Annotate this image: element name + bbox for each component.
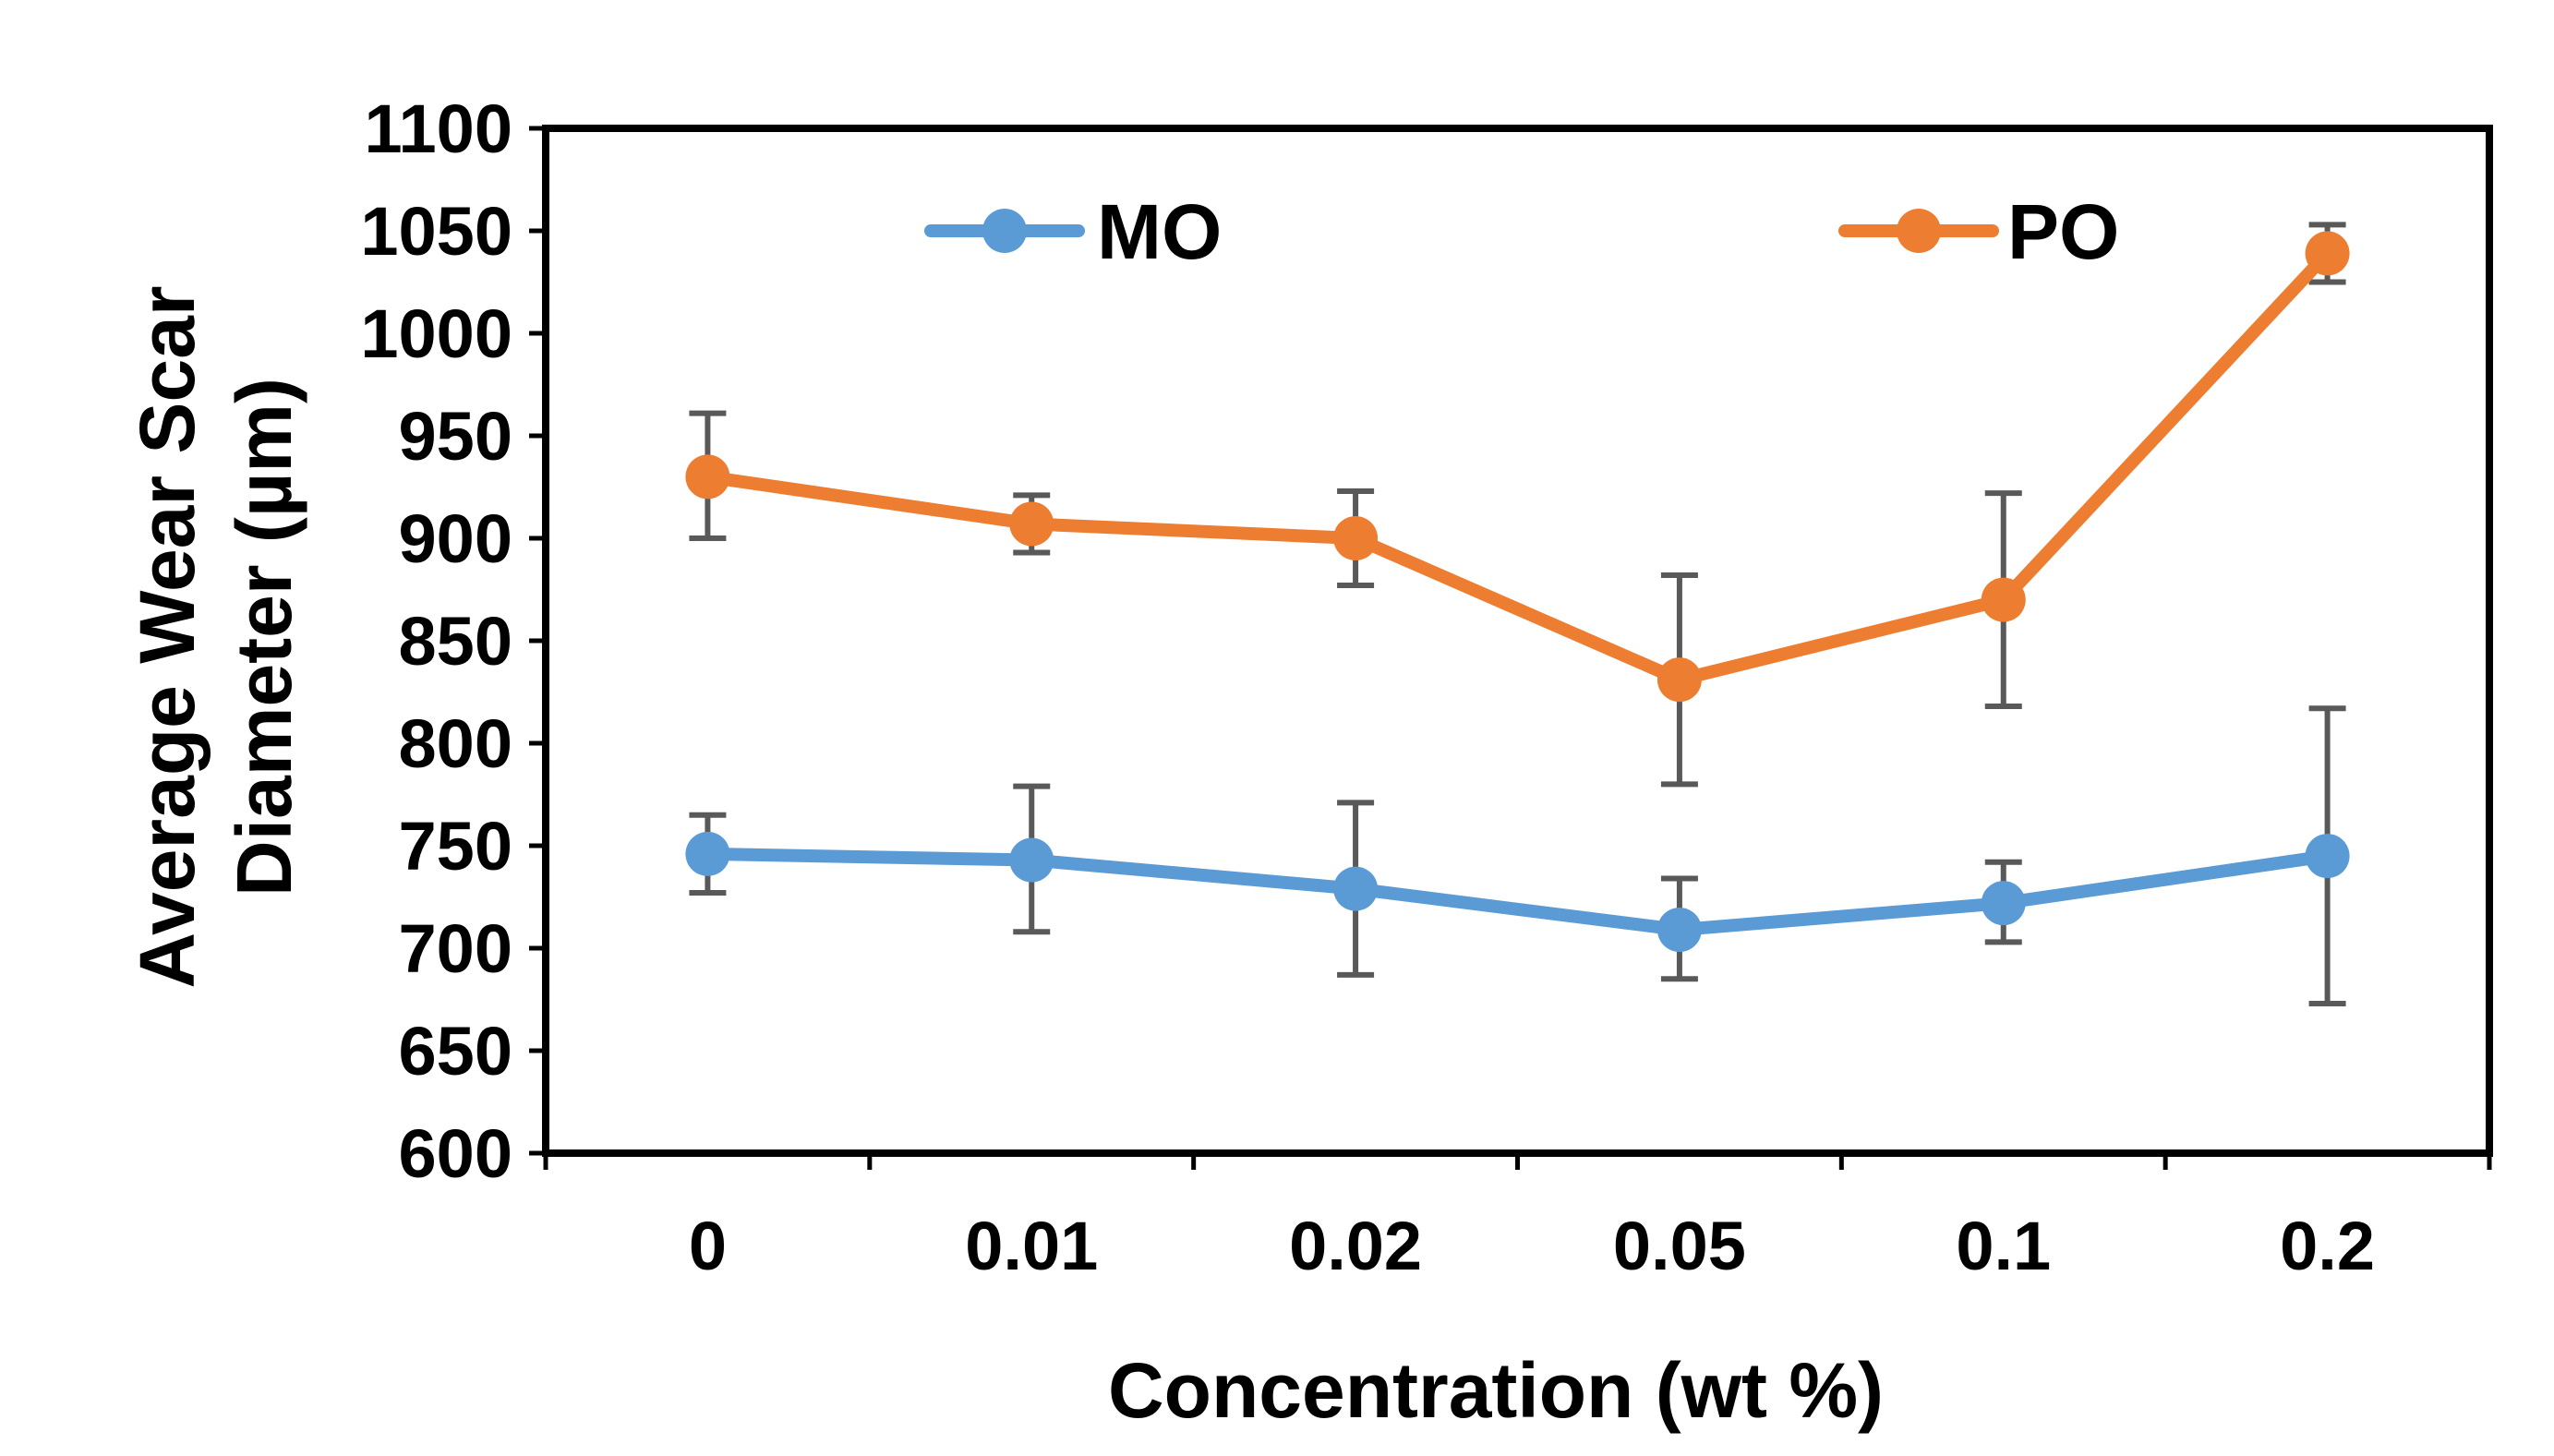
x-tick-label: 0.02 — [1289, 1208, 1422, 1284]
data-point-po — [1656, 657, 1702, 703]
legend-marker-mo — [982, 209, 1027, 253]
series-line-po — [701, 247, 2334, 687]
data-point-mo — [1656, 908, 1702, 953]
y-axis-title: Average Wear Scar Diameter (µm) — [124, 285, 307, 988]
y-tick-label: 850 — [399, 603, 512, 680]
y-tick-label: 950 — [399, 398, 512, 475]
y-tick-label: 650 — [399, 1013, 512, 1089]
data-point-po — [1009, 501, 1054, 547]
legend-item-mo: MO — [924, 188, 1222, 275]
data-point-mo — [2305, 834, 2350, 879]
series-markers — [685, 231, 2350, 953]
x-tick-label: 0 — [689, 1208, 727, 1284]
x-tick-label: 0.01 — [965, 1208, 1098, 1284]
legend: MO PO — [924, 188, 2119, 275]
y-tick-label: 900 — [399, 500, 512, 577]
data-point-po — [1981, 577, 2026, 622]
y-tick-label: 600 — [399, 1115, 512, 1192]
plot-area-frame — [542, 125, 2493, 1157]
data-point-mo — [685, 831, 730, 876]
y-tick-label: 1100 — [364, 90, 512, 167]
x-axis-title: Concentration (wt %) — [1108, 1347, 1884, 1434]
y-tick-label: 750 — [399, 808, 512, 884]
x-tick-label: 0.1 — [1956, 1208, 2051, 1284]
data-point-po — [2305, 231, 2350, 276]
y-tick-label: 1050 — [360, 193, 512, 270]
y-axis-title-line-2: Diameter (µm) — [221, 378, 307, 896]
data-point-mo — [1009, 837, 1054, 883]
x-axis-tick-labels: 0 0.01 0.02 0.05 0.1 0.2 — [689, 1208, 2375, 1284]
y-tick-label: 700 — [399, 910, 512, 987]
x-tick-label: 0.2 — [2280, 1208, 2375, 1284]
legend-marker-po — [1897, 209, 1941, 253]
y-tick-label: 1000 — [360, 295, 512, 372]
data-point-mo — [1333, 866, 1379, 911]
y-axis-tick-labels: 600 650 700 750 800 850 900 950 1000 1050 1100 — [360, 90, 512, 1192]
data-point-po — [685, 454, 730, 499]
legend-label-po: PO — [2007, 188, 2119, 275]
data-point-po — [1333, 516, 1379, 560]
y-axis-title-line-1: Average Wear Scar — [124, 285, 211, 988]
data-point-mo — [1981, 881, 2026, 926]
series-lines — [701, 247, 2334, 937]
legend-label-mo: MO — [1097, 188, 1222, 275]
series-line-mo — [701, 847, 2334, 937]
legend-item-po: PO — [1838, 188, 2119, 275]
x-tick-label: 0.05 — [1613, 1208, 1746, 1284]
y-tick-label: 800 — [399, 705, 512, 782]
